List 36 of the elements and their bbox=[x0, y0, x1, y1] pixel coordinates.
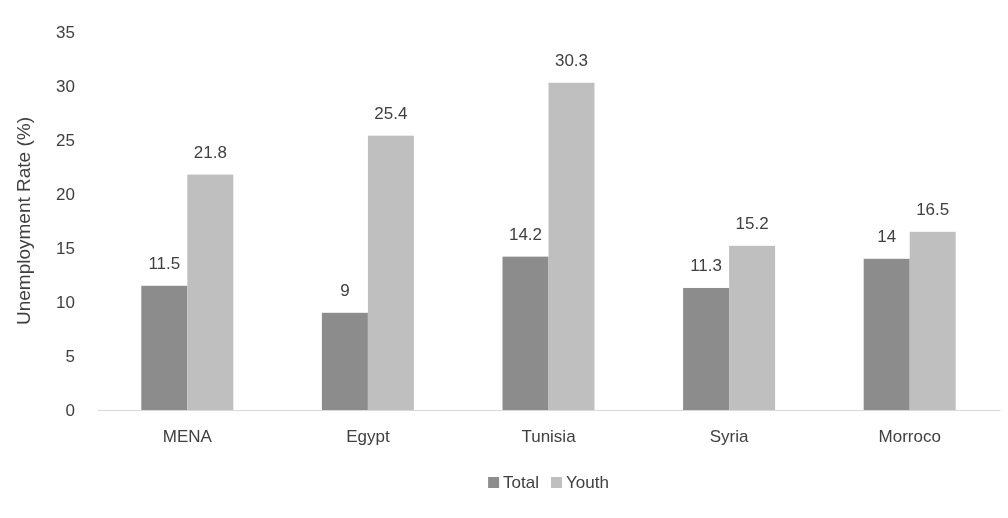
bar bbox=[863, 258, 910, 410]
bar bbox=[683, 287, 730, 410]
data-label: 15.2 bbox=[735, 213, 769, 233]
y-axis-title: Unemployment Rate (%) bbox=[13, 116, 34, 326]
data-label: 11.3 bbox=[690, 255, 723, 275]
data-label: 30.3 bbox=[554, 50, 589, 70]
bar bbox=[321, 312, 368, 410]
bar bbox=[141, 285, 188, 410]
x-tick-label: Syria bbox=[709, 427, 750, 447]
y-tick-label: 35 bbox=[56, 22, 75, 42]
bar bbox=[548, 82, 595, 410]
y-tick-label: 30 bbox=[56, 76, 75, 96]
bar bbox=[367, 135, 414, 410]
data-label: 21.8 bbox=[193, 142, 227, 162]
data-label: 14 bbox=[877, 226, 897, 246]
data-label: 9 bbox=[340, 280, 350, 300]
bar bbox=[729, 245, 776, 410]
data-label: 11.5 bbox=[148, 253, 181, 273]
data-label: 16.5 bbox=[916, 199, 950, 219]
y-tick-label: 10 bbox=[56, 292, 75, 312]
y-tick-label: 20 bbox=[56, 184, 75, 204]
x-tick-label: Tunisia bbox=[521, 427, 577, 447]
legend-label: Total bbox=[503, 473, 540, 492]
y-tick-label: 15 bbox=[56, 238, 75, 258]
bar bbox=[909, 231, 956, 410]
data-label: 14.2 bbox=[508, 224, 543, 244]
legend-label: Youth bbox=[566, 473, 609, 492]
bar bbox=[187, 174, 234, 410]
bar bbox=[502, 256, 549, 410]
x-tick-label: MENA bbox=[162, 427, 213, 447]
data-label: 25.4 bbox=[374, 103, 408, 123]
x-tick-label: Morroco bbox=[878, 427, 941, 447]
y-tick-label: 25 bbox=[56, 130, 75, 150]
x-tick-label: Egypt bbox=[346, 427, 390, 447]
y-tick-label: 0 bbox=[65, 400, 75, 420]
y-tick-label: 5 bbox=[65, 346, 75, 366]
